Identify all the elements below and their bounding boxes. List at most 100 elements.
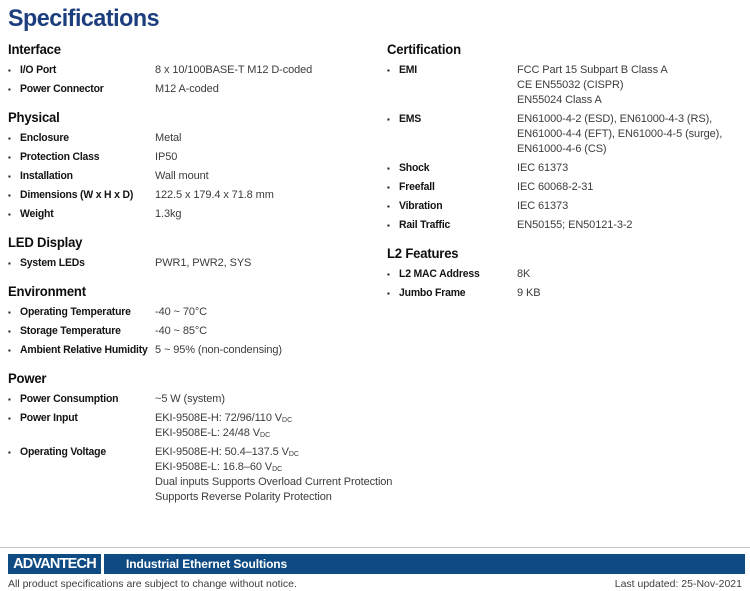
value-text: M12 A-coded [155, 83, 219, 95]
spec-row: ▪ Weight 1.3kg [8, 207, 387, 222]
value-text: Wall mount [155, 170, 209, 182]
spec-values: -40 ~ 85°C [155, 324, 387, 339]
value-subscript: DC [282, 417, 293, 424]
spec-row: ▪ EMS EN61000-4-2 (ESD), EN61000-4-3 (RS),… [387, 112, 742, 157]
spec-values: M12 A-coded [155, 82, 387, 97]
spec-values: 8 x 10/100BASE-T M12 D-coded [155, 63, 387, 78]
spec-row: ▪ Power Consumption ~5 W (system) [8, 392, 387, 407]
spec-value-line: Wall mount [155, 169, 387, 184]
bullet-icon: ▪ [387, 270, 390, 279]
spec-row: ▪ Jumbo Frame 9 KB [387, 286, 742, 301]
spec-row: ▪ Installation Wall mount [8, 169, 387, 184]
spec-section: LED Display ▪ System LEDs PWR1, PWR2, SYS [8, 235, 387, 271]
bullet-icon: ▪ [387, 221, 390, 230]
spec-label: Weight [20, 208, 54, 220]
spec-label: Operating Voltage [20, 446, 107, 458]
spec-values: 9 KB [517, 286, 742, 301]
spec-label: Freefall [399, 181, 435, 193]
value-text: CE EN55032 (CISPR) [517, 79, 624, 91]
value-text: 5 ~ 95% (non-condensing) [155, 344, 282, 356]
spec-label: L2 MAC Address [399, 268, 480, 280]
bullet-icon: ▪ [8, 308, 11, 317]
bullet-icon: ▪ [8, 327, 11, 336]
spec-values: 1.3kg [155, 207, 387, 222]
spec-label: Rail Traffic [399, 219, 451, 231]
value-text: FCC Part 15 Subpart B Class A [517, 64, 668, 76]
spec-values: 122.5 x 179.4 x 71.8 mm [155, 188, 387, 203]
spec-values: EKI-9508E-H: 50.4–137.5 VDC EKI-9508E-L: … [155, 445, 392, 505]
footer-tagline-bar: Industrial Ethernet Soultions [104, 554, 745, 574]
spec-values: IEC 61373 [517, 161, 742, 176]
bullet-icon: ▪ [8, 66, 11, 75]
spec-value-line: M12 A-coded [155, 82, 387, 97]
bullet-icon: ▪ [8, 395, 11, 404]
spec-row: ▪ Power Connector M12 A-coded [8, 82, 387, 97]
value-text: PWR1, PWR2, SYS [155, 257, 252, 269]
bullet-icon: ▪ [387, 202, 390, 211]
footer-bar: ADVANTECH Industrial Ethernet Soultions [8, 554, 745, 574]
spec-label: Storage Temperature [20, 325, 121, 337]
section-title: L2 Features [387, 246, 459, 261]
spec-section: L2 Features ▪ L2 MAC Address 8K ▪ Jumbo Frame… [387, 246, 742, 301]
bullet-icon: ▪ [8, 191, 11, 200]
section-title: Power [8, 371, 47, 386]
spec-values: -40 ~ 70°C [155, 305, 387, 320]
value-text: 8 x 10/100BASE-T M12 D-coded [155, 64, 313, 76]
spec-row: ▪ Vibration IEC 61373 [387, 199, 742, 214]
value-text: 1.3kg [155, 208, 182, 220]
spec-value-line: 8 x 10/100BASE-T M12 D-coded [155, 63, 387, 78]
spec-label: Dimensions (W x H x D) [20, 189, 134, 201]
spec-value-line: Supports Reverse Polarity Protection [155, 490, 387, 505]
spec-value-line: EN50155; EN50121-3-2 [517, 218, 742, 233]
bullet-icon: ▪ [387, 183, 390, 192]
bullet-icon: ▪ [8, 153, 11, 162]
spec-values: ~5 W (system) [155, 392, 387, 407]
spec-label: Power Connector [20, 83, 104, 95]
spec-values: IEC 61373 [517, 199, 742, 214]
spec-row: ▪ System LEDs PWR1, PWR2, SYS [8, 256, 387, 271]
spec-values: FCC Part 15 Subpart B Class A CE EN55032 … [517, 63, 742, 108]
spec-row: ▪ Freefall IEC 60068-2-31 [387, 180, 742, 195]
spec-label: System LEDs [20, 257, 85, 269]
bullet-icon: ▪ [8, 259, 11, 268]
spec-value-line: EKI-9508E-H: 50.4–137.5 VDC [155, 445, 387, 460]
spec-label: EMS [399, 113, 422, 125]
spec-value-line: 9 KB [517, 286, 742, 301]
spec-label: Jumbo Frame [399, 287, 466, 299]
spec-value-line: Dual inputs Supports Overload Current Pr… [155, 475, 392, 490]
value-subscript: DC [272, 466, 283, 473]
spec-label: Vibration [399, 200, 443, 212]
spec-value-line: IEC 61373 [517, 161, 742, 176]
bullet-icon: ▪ [8, 210, 11, 219]
value-text: ~5 W (system) [155, 393, 225, 405]
spec-value-line: EN61000-4-2 (ESD), EN61000-4-3 (RS), [517, 112, 742, 127]
bullet-icon: ▪ [8, 448, 11, 457]
value-text: 9 KB [517, 287, 541, 299]
spec-label: Protection Class [20, 151, 100, 163]
value-text: EN61000-4-4 (EFT), EN61000-4-5 (surge), [517, 128, 723, 140]
spec-label: Operating Temperature [20, 306, 131, 318]
section-title: LED Display [8, 235, 83, 250]
spec-row: ▪ Operating Temperature -40 ~ 70°C [8, 305, 387, 320]
spec-value-line: Metal [155, 131, 387, 146]
spec-value-line: IEC 60068-2-31 [517, 180, 742, 195]
spec-values: IP50 [155, 150, 387, 165]
spec-value-line: EKI-9508E-L: 24/48 VDC [155, 426, 387, 441]
spec-value-line: EN61000-4-4 (EFT), EN61000-4-5 (surge), [517, 127, 742, 142]
value-text: Supports Reverse Polarity Protection [155, 491, 332, 503]
spec-values: EN50155; EN50121-3-2 [517, 218, 742, 233]
bullet-icon: ▪ [8, 134, 11, 143]
spec-column: Interface ▪ I/O Port 8 x 10/100BASE-T M12 D… [8, 42, 392, 509]
spec-row: ▪ Rail Traffic EN50155; EN50121-3-2 [387, 218, 742, 233]
spec-row: ▪ Enclosure Metal [8, 131, 387, 146]
spec-section: Environment ▪ Operating Temperature -40 ~ 7… [8, 284, 387, 358]
value-text: EN61000-4-6 (CS) [517, 143, 607, 155]
spec-value-line: 5 ~ 95% (non-condensing) [155, 343, 387, 358]
spec-values: Wall mount [155, 169, 387, 184]
spec-row: ▪ Dimensions (W x H x D) 122.5 x 179.4 x 7… [8, 188, 387, 203]
spec-values: PWR1, PWR2, SYS [155, 256, 387, 271]
value-text: EN50155; EN50121-3-2 [517, 219, 633, 231]
spec-value-line: EN55024 Class A [517, 93, 742, 108]
spec-values: EN61000-4-2 (ESD), EN61000-4-3 (RS), EN61… [517, 112, 742, 157]
spec-values: Metal [155, 131, 387, 146]
